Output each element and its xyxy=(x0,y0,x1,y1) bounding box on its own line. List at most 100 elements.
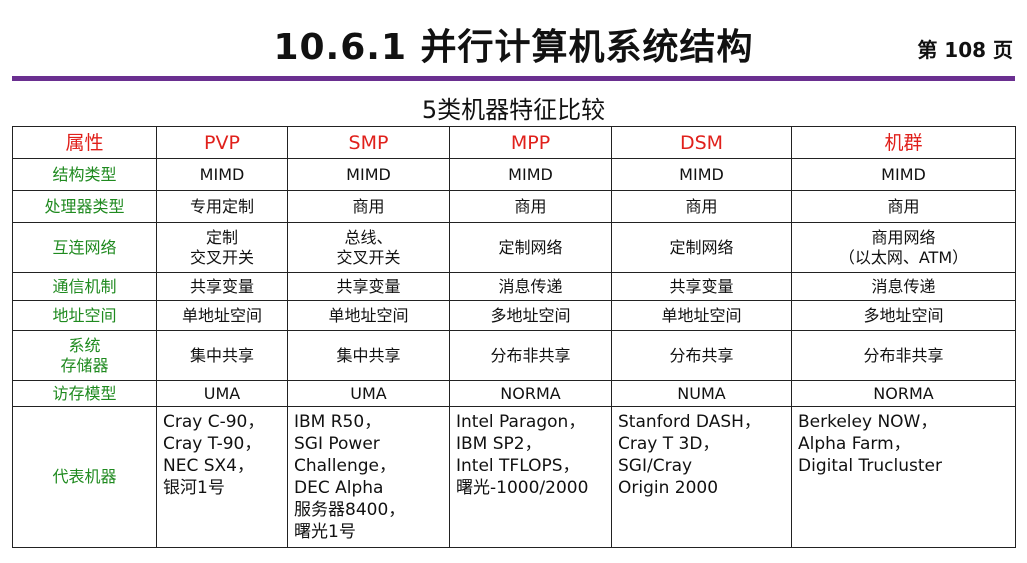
cell-text: 服务器8400， xyxy=(294,500,406,520)
cell-text: 消息传递 xyxy=(498,276,563,296)
column-header: SMP xyxy=(287,126,450,159)
value-cell: 共享变量 xyxy=(156,272,288,301)
cell-text: （以太网、ATM） xyxy=(838,247,969,267)
value-cell: NORMA xyxy=(791,380,1016,407)
cell-text: 定制网络 xyxy=(498,237,563,257)
value-cell: 消息传递 xyxy=(791,272,1016,301)
value-cell: 消息传递 xyxy=(449,272,612,301)
table-row: 系统 存储器 集中共享 集中共享 分布非共享 分布共享 分布非共享 xyxy=(12,330,1016,381)
value-cell: 定制网络 xyxy=(611,222,792,273)
attribute-label: 系统 xyxy=(68,335,101,355)
attribute-label: 处理器类型 xyxy=(44,196,125,216)
cell-text: 分布共享 xyxy=(669,345,734,365)
value-cell: 多地址空间 xyxy=(791,300,1016,331)
title-divider xyxy=(12,76,1015,81)
attribute-cell: 系统 存储器 xyxy=(12,330,157,381)
value-cell: Berkeley NOW， Alpha Farm， Digital Truclust… xyxy=(791,406,1016,548)
cell-text: UMA xyxy=(203,383,241,403)
value-cell: Cray C-90， Cray T-90， NEC SX4， 银河1号 xyxy=(156,406,288,548)
value-cell: 共享变量 xyxy=(611,272,792,301)
cell-text: Stanford DASH， xyxy=(618,412,761,432)
cell-text: 专用定制 xyxy=(189,196,254,216)
cell-text: 曙光-1000/2000 xyxy=(456,478,589,498)
attribute-label: 通信机制 xyxy=(52,276,117,296)
value-cell: 定制网络 xyxy=(449,222,612,273)
cell-text: Origin 2000 xyxy=(618,478,719,498)
cell-text: 商用 xyxy=(514,196,547,216)
value-cell: 分布非共享 xyxy=(449,330,612,381)
cell-text: 集中共享 xyxy=(336,345,401,365)
cell-text: 银河1号 xyxy=(163,478,225,498)
value-cell: NUMA xyxy=(611,380,792,407)
attribute-cell: 处理器类型 xyxy=(12,190,157,223)
column-header: PVP xyxy=(156,126,288,159)
value-cell: 商用 xyxy=(449,190,612,223)
table-row: 代表机器 Cray C-90， Cray T-90， NEC SX4， 银河1号 IBM … xyxy=(12,406,1016,548)
cell-text: SGI Power xyxy=(294,434,380,454)
value-cell: 总线、 交叉开关 xyxy=(287,222,450,273)
table-header-row: 属性 PVP SMP MPP DSM 机群 xyxy=(12,126,1016,159)
cell-text: 总线、 xyxy=(344,227,393,247)
attribute-label: 地址空间 xyxy=(52,305,117,325)
value-cell: UMA xyxy=(156,380,288,407)
cell-text: 集中共享 xyxy=(189,345,254,365)
value-cell: 商用网络 （以太网、ATM） xyxy=(791,222,1016,273)
table-caption: 5类机器特征比较 xyxy=(421,96,606,124)
cell-text: 多地址空间 xyxy=(490,305,571,325)
cell-text: 分布非共享 xyxy=(863,345,944,365)
value-cell: MIMD xyxy=(611,158,792,191)
cell-text: Intel Paragon， xyxy=(456,412,586,432)
attribute-cell: 访存模型 xyxy=(12,380,157,407)
value-cell: 单地址空间 xyxy=(287,300,450,331)
cell-text: Digital Trucluster xyxy=(798,456,943,476)
cell-text: 消息传递 xyxy=(871,276,936,296)
table-row: 处理器类型 专用定制 商用 商用 商用 商用 xyxy=(12,190,1016,223)
cell-text: NORMA xyxy=(500,383,561,403)
cell-text: MIMD xyxy=(346,164,391,184)
comparison-table-body: 属性 PVP SMP MPP DSM 机群 结构类型 MIMD MIMD MIMD MIMD MIMD… xyxy=(12,126,1016,548)
cell-text: 定制网络 xyxy=(669,237,734,257)
cell-text: 共享变量 xyxy=(669,276,734,296)
value-cell: 分布非共享 xyxy=(791,330,1016,381)
value-cell: 集中共享 xyxy=(287,330,450,381)
column-header: 属性 xyxy=(12,126,157,159)
value-cell: 专用定制 xyxy=(156,190,288,223)
page-number: 第 108 页 xyxy=(917,38,1013,62)
attribute-cell: 通信机制 xyxy=(12,272,157,301)
attribute-label: 代表机器 xyxy=(52,467,117,486)
value-cell: MIMD xyxy=(287,158,450,191)
column-header: 机群 xyxy=(791,126,1016,159)
cell-text: 多地址空间 xyxy=(863,305,944,325)
cell-text: 交叉开关 xyxy=(189,247,254,267)
cell-text: Challenge， xyxy=(294,456,396,476)
attribute-cell: 结构类型 xyxy=(12,158,157,191)
cell-text: IBM R50， xyxy=(294,412,382,432)
cell-text: Alpha Farm， xyxy=(798,434,911,454)
value-cell: 共享变量 xyxy=(287,272,450,301)
value-cell: 单地址空间 xyxy=(156,300,288,331)
cell-text: 商用 xyxy=(352,196,385,216)
cell-text: IBM SP2， xyxy=(456,434,542,454)
value-cell: Stanford DASH， Cray T 3D， SGI/Cray Origin 2… xyxy=(611,406,792,548)
column-header: DSM xyxy=(611,126,792,159)
cell-text: MIMD xyxy=(679,164,724,184)
cell-text: Cray T-90， xyxy=(163,434,262,454)
cell-text: NEC SX4， xyxy=(163,456,254,476)
table-row: 互连网络 定制 交叉开关 总线、 交叉开关 定制网络 定制网络 商用网络 （以太网、ATM） xyxy=(12,222,1016,273)
cell-text: 交叉开关 xyxy=(336,247,401,267)
cell-text: Intel TFLOPS， xyxy=(456,456,580,476)
value-cell: 商用 xyxy=(287,190,450,223)
table-row: 访存模型 UMA UMA NORMA NUMA NORMA xyxy=(12,380,1016,407)
cell-text: Berkeley NOW， xyxy=(798,412,938,432)
page-title: 10.6.1 并行计算机系统结构 xyxy=(273,27,754,68)
cell-text: 曙光1号 xyxy=(294,522,356,542)
attribute-cell: 互连网络 xyxy=(12,222,157,273)
value-cell: NORMA xyxy=(449,380,612,407)
value-cell: 分布共享 xyxy=(611,330,792,381)
cell-text: 单地址空间 xyxy=(181,305,262,325)
cell-text: 单地址空间 xyxy=(328,305,409,325)
cell-text: Cray T 3D， xyxy=(618,434,720,454)
value-cell: 多地址空间 xyxy=(449,300,612,331)
cell-text: 单地址空间 xyxy=(661,305,742,325)
attribute-label: 互连网络 xyxy=(52,237,117,257)
